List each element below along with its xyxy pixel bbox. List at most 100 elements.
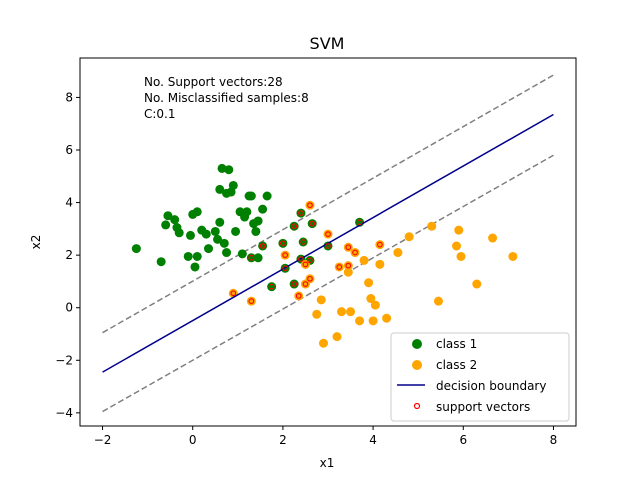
class-1-point <box>210 226 220 236</box>
class-2-point <box>305 200 315 210</box>
chart-title: SVM <box>310 34 345 53</box>
support-vector-marker <box>325 243 331 249</box>
class-2-point <box>318 338 328 348</box>
support-vector-marker <box>282 252 289 258</box>
class-1-point <box>215 217 225 227</box>
class-1-point <box>192 251 202 261</box>
legend-label-class-2: class 2 <box>436 358 477 372</box>
x-tick-label: −2 <box>94 433 112 447</box>
class-2-point <box>508 251 518 261</box>
class-1-point <box>237 249 247 259</box>
support-vector-marker <box>345 262 352 269</box>
legend-label-class-1: class 1 <box>436 337 477 351</box>
annotation-support-vectors: No. Support vectors:28 <box>144 75 283 89</box>
class-1-point <box>253 253 263 263</box>
support-vector-marker <box>307 202 313 209</box>
x-tick-label: 6 <box>459 433 467 447</box>
class-1-point <box>258 204 268 214</box>
class-1-point <box>298 237 308 247</box>
class-2-point <box>246 296 256 306</box>
support-vector-marker <box>298 256 304 262</box>
y-tick-label: 4 <box>65 196 73 210</box>
class-1-point <box>222 248 232 258</box>
class-1-point <box>267 282 277 292</box>
class-2-point <box>375 240 385 250</box>
class-2-point <box>316 295 326 305</box>
support-vector-marker <box>307 275 313 282</box>
support-vector-marker <box>307 257 313 264</box>
class-1-point <box>156 257 166 267</box>
class-2-point <box>346 307 356 317</box>
class-2-point <box>454 225 464 235</box>
class-1-point <box>131 244 141 254</box>
class-1-point <box>251 226 261 236</box>
plot-frame <box>79 57 577 427</box>
support-vector-marker <box>268 283 275 290</box>
support-vector-marker <box>259 243 266 249</box>
class-2-point <box>350 248 360 258</box>
support-vector-marker <box>352 249 358 256</box>
support-vector-marker <box>300 239 307 245</box>
class-1-point <box>161 220 171 230</box>
plot-area: −2 0 2 4 6 8 −4 −2 0 2 4 6 8 <box>55 57 577 447</box>
class-2-point <box>305 274 315 284</box>
class-2-point <box>452 241 462 251</box>
class-2-point <box>375 259 385 269</box>
legend-marker-support-vectors <box>413 402 421 410</box>
class-1-point <box>246 253 256 263</box>
y-tick-label: 0 <box>65 301 73 315</box>
annotation-misclassified: No. Misclassified samples:8 <box>144 91 309 105</box>
support-vector-marker <box>230 290 237 297</box>
class-2-point <box>343 267 353 277</box>
class-2-point <box>488 233 498 243</box>
support-vector-marker <box>302 261 309 268</box>
class-2-point <box>370 300 380 310</box>
y-tick-label: −4 <box>55 406 73 420</box>
class-1-point <box>224 165 234 175</box>
class-1-point <box>217 163 227 173</box>
y-tick-label: 6 <box>65 143 73 157</box>
y-tick-label: 8 <box>65 90 73 104</box>
class-2-point <box>456 251 466 261</box>
class-1-point <box>185 230 195 240</box>
support-vector-marker <box>291 223 298 230</box>
support-vector-marker <box>309 220 316 227</box>
support-vector-marker <box>345 244 352 251</box>
class-1-point <box>201 229 211 239</box>
class-1-point <box>246 191 256 201</box>
legend: class 1 class 2 decision boundary suppor… <box>390 332 570 422</box>
support-vector-marker <box>282 265 289 272</box>
class-2-point <box>280 250 290 260</box>
class-1-point <box>296 208 306 218</box>
support-vector-marker <box>280 240 286 247</box>
class-2-point <box>427 221 437 231</box>
class-2-point <box>433 296 443 306</box>
legend-frame <box>390 332 570 422</box>
class-2-point <box>343 242 353 252</box>
class-1-point <box>307 219 317 229</box>
support-vector-marker <box>325 231 331 237</box>
y-tick-label: 2 <box>65 248 73 262</box>
class-1-point <box>215 184 225 194</box>
class-1-point <box>258 241 268 251</box>
y-axis-label: x2 <box>29 235 43 250</box>
class-1-point <box>289 279 299 289</box>
margin-line-lower <box>102 154 554 413</box>
class-1-point <box>253 216 263 226</box>
class-1-point <box>289 221 299 231</box>
class-1-point <box>163 211 173 221</box>
class-2-point <box>323 229 333 239</box>
class-1-point <box>262 191 272 201</box>
support-vector-marker <box>291 281 298 287</box>
class-2-point <box>355 316 365 326</box>
margin-line-upper <box>102 74 554 334</box>
class-1-point <box>323 241 333 251</box>
class-1-point <box>170 215 180 225</box>
class-2-point <box>332 332 342 342</box>
plot-content <box>102 74 554 413</box>
y-tick-label: −2 <box>55 353 73 367</box>
class-2-point <box>337 307 347 317</box>
support-vector-marker <box>295 293 302 299</box>
x-tick-label: 4 <box>369 433 377 447</box>
